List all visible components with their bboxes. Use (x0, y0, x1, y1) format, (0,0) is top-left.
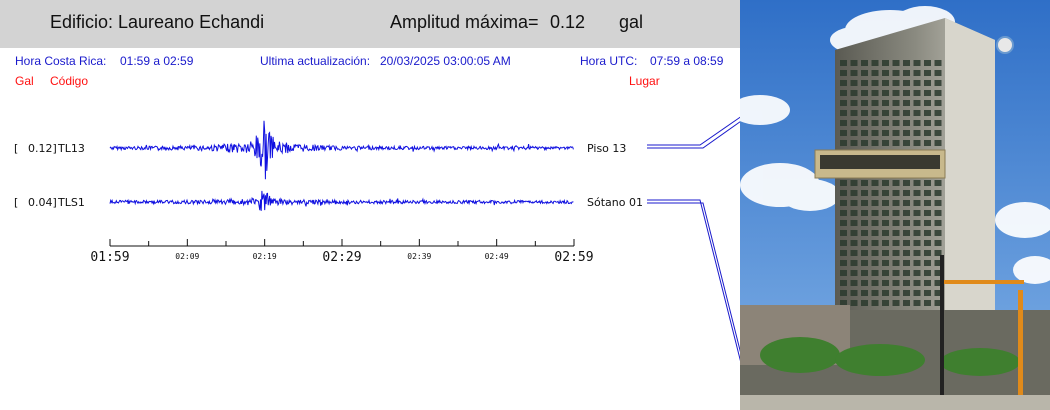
amplitude-value: 0.12 (550, 12, 586, 32)
local-time-range: 01:59 a 02:59 (120, 54, 194, 68)
channel-1-bracket: [ (14, 142, 19, 155)
amplitude-label: Amplitud máxima= (390, 12, 539, 32)
trace-tls1 (109, 190, 574, 211)
building-label: Edificio: (50, 12, 114, 32)
leader-line-sotano-01-shadow (647, 202, 740, 353)
update-label: Ultima actualización: (260, 54, 371, 68)
time-major-label: 02:29 (322, 250, 361, 265)
building-name: Laureano Echandi (118, 12, 265, 32)
time-minor-label: 02:49 (485, 252, 509, 261)
amplitude-unit: gal (619, 12, 644, 32)
leader-line-piso-13 (647, 116, 740, 146)
time-major-label: 01:59 (90, 250, 129, 265)
leader-line-sotano-01 (647, 199, 740, 362)
channel-1-code: TL13 (58, 142, 85, 155)
channel-1-location: Piso 13 (587, 142, 627, 155)
legend-code: Código (50, 74, 89, 88)
utc-time-label: Hora UTC: (580, 54, 638, 68)
trace-tl13 (109, 120, 574, 180)
time-axis: 01:59 02:29 02:59 02:09 02:19 02:39 02:49 (90, 239, 594, 265)
building-logo (996, 36, 1014, 54)
time-minor-label: 02:09 (175, 252, 199, 261)
local-time-label: Hora Costa Rica: (15, 54, 107, 68)
building-photo (740, 0, 1050, 410)
channel-2-amplitude: 0.04] (28, 196, 57, 209)
legend-place: Lugar (629, 74, 660, 88)
time-major-label: 02:59 (554, 250, 593, 265)
channel-2-bracket: [ (14, 196, 19, 209)
legend-gal: Gal (15, 74, 34, 88)
trees (760, 337, 1020, 376)
leader-lines (647, 116, 740, 362)
channel-2-code: TLS1 (58, 196, 85, 209)
channel-1-amplitude: 0.12] (28, 142, 57, 155)
header-bar: Edificio: Laureano Echandi Amplitud máxi… (0, 0, 740, 48)
time-minor-label: 02:39 (407, 252, 431, 261)
time-minor-label: 02:19 (253, 252, 277, 261)
seismogram-plot: 01:59 02:29 02:59 02:09 02:19 02:39 02:49 (90, 116, 740, 362)
leader-line-piso-13-shadow (647, 121, 740, 149)
utc-time-range: 07:59 a 08:59 (650, 54, 724, 68)
update-value: 20/03/2025 03:00:05 AM (380, 54, 511, 68)
channel-2-location: Sótano 01 (587, 196, 643, 209)
